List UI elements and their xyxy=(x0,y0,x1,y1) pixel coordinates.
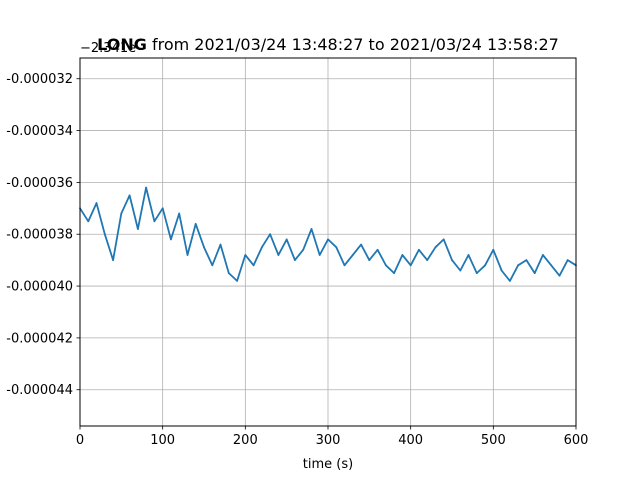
data-point xyxy=(318,254,321,256)
data-point xyxy=(203,246,205,249)
data-point xyxy=(269,233,271,236)
data-point xyxy=(343,264,346,267)
data-point xyxy=(194,223,197,225)
data-point xyxy=(161,207,164,210)
data-point xyxy=(186,254,189,256)
data-point xyxy=(393,272,395,274)
data-point xyxy=(252,264,255,267)
y-tick-label: -0.000036 xyxy=(6,176,73,191)
x-tick-label: 400 xyxy=(398,433,423,448)
data-point xyxy=(492,248,495,251)
grid xyxy=(79,58,577,426)
y-offset-label: −2.341e xyxy=(80,41,136,56)
data-point xyxy=(261,246,263,249)
data-point xyxy=(360,243,362,246)
data-point xyxy=(426,259,429,261)
y-tick-label: -0.000034 xyxy=(6,124,73,139)
data-point xyxy=(145,186,148,189)
y-tick-label: -0.000040 xyxy=(6,280,73,295)
data-point xyxy=(517,264,519,267)
data-point xyxy=(95,202,98,205)
data-point xyxy=(310,228,313,230)
x-tick-label: 0 xyxy=(76,433,84,448)
x-tick-label: 300 xyxy=(316,433,341,448)
y-tick-label: -0.000044 xyxy=(6,383,73,398)
y-tick-label: -0.000032 xyxy=(6,72,73,87)
data-point xyxy=(236,280,239,282)
data-point xyxy=(558,274,561,277)
data-point xyxy=(368,259,371,261)
x-tick-label: 500 xyxy=(481,433,506,448)
data-point xyxy=(219,243,222,246)
data-point xyxy=(542,254,544,256)
data-point xyxy=(385,264,387,267)
data-point xyxy=(550,264,553,267)
data-point xyxy=(500,269,503,272)
data-point xyxy=(484,264,486,267)
data-point xyxy=(285,238,288,241)
series-layer xyxy=(79,186,577,282)
data-point xyxy=(475,272,478,274)
data-point xyxy=(327,238,329,241)
data-point xyxy=(418,248,420,251)
data-point xyxy=(351,254,354,256)
data-point xyxy=(87,220,90,223)
data-point xyxy=(451,259,453,261)
data-point xyxy=(533,272,536,274)
chart-title: LONG from 2021/03/24 13:48:27 to 2021/03… xyxy=(97,35,559,54)
data-point xyxy=(103,233,106,236)
data-point xyxy=(442,238,445,241)
data-point xyxy=(170,238,172,241)
x-axis-label: time (s) xyxy=(303,457,353,472)
data-point xyxy=(153,220,156,223)
data-point xyxy=(566,259,569,261)
data-point xyxy=(335,246,338,249)
data-point xyxy=(128,194,131,197)
data-point xyxy=(302,248,305,251)
data-point xyxy=(244,254,247,256)
data-point xyxy=(409,264,412,267)
data-point xyxy=(294,259,296,261)
data-point xyxy=(401,254,404,256)
data-point xyxy=(434,246,437,249)
data-point xyxy=(178,212,181,215)
data-point xyxy=(120,212,123,215)
data-point xyxy=(467,254,470,256)
x-tick-label: 200 xyxy=(233,433,258,448)
x-tick-label: 100 xyxy=(150,433,175,448)
data-point xyxy=(509,280,511,282)
x-tick-label: 600 xyxy=(564,433,589,448)
title-timerange: from 2021/03/24 13:48:27 to 2021/03/24 1… xyxy=(147,35,559,54)
data-point xyxy=(525,259,528,261)
y-tick-label: -0.000042 xyxy=(6,331,73,346)
data-point xyxy=(277,254,280,256)
data-point xyxy=(376,248,379,251)
data-point xyxy=(211,264,214,267)
data-point xyxy=(137,228,139,230)
ticks: 0 100 200 300 400 500 600 -0.000032 -0.000034 -0.… xyxy=(6,72,588,448)
title-station: LONG xyxy=(97,35,147,54)
data-point xyxy=(227,272,230,274)
data-point xyxy=(112,259,114,261)
data-point xyxy=(459,269,462,272)
y-tick-label: -0.000038 xyxy=(6,228,73,243)
